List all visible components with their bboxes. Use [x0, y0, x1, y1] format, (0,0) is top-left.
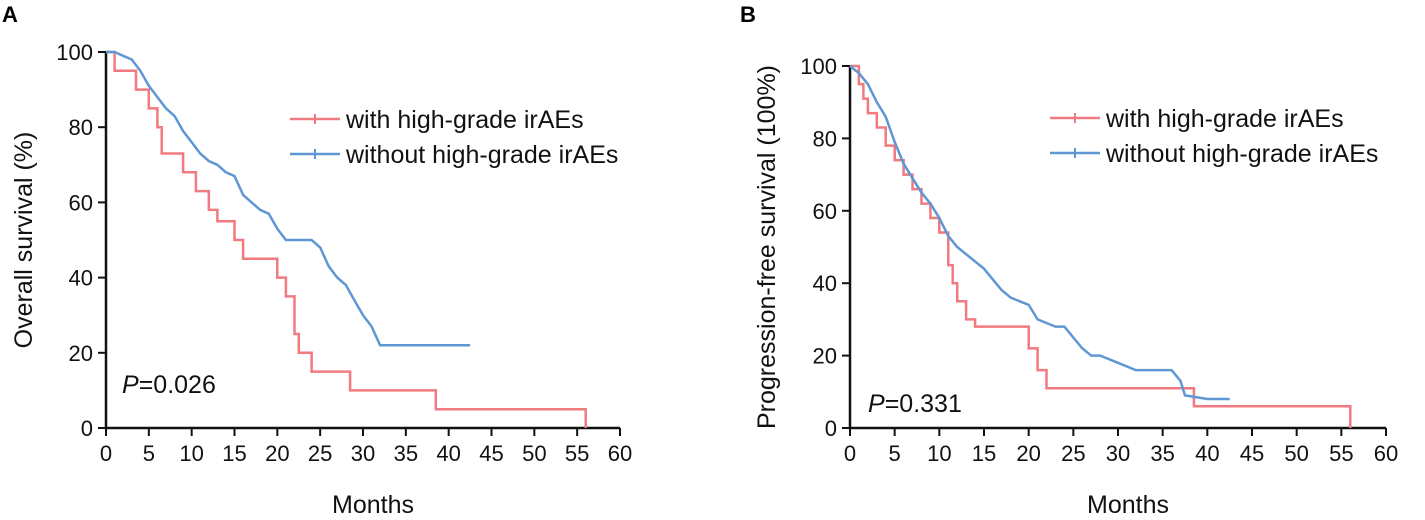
x-tick-label: 0: [844, 441, 856, 466]
p-value-annotation: P=0.026: [122, 371, 216, 399]
x-tick-label: 5: [889, 441, 901, 466]
x-tick-label: 60: [1374, 441, 1398, 466]
y-axis-title: Overall survival (%): [10, 132, 38, 349]
y-tick-label: 60: [813, 199, 837, 224]
legend-label: without high-grade irAEs: [1105, 140, 1378, 168]
chart-overall-survival: 0 5 10 15 20 25 30 35 40 45 50 55 60 0 20 40 60 80 100 Mont…: [10, 40, 632, 519]
x-tick-label: 25: [1061, 441, 1085, 466]
y-tick-label: 0: [81, 416, 93, 441]
y-tick-label: 40: [69, 266, 93, 291]
y-tick-label: 40: [813, 271, 837, 296]
y-tick-label: 80: [69, 115, 93, 140]
series-line-without-irae: [106, 50, 471, 347]
x-tick-label: 15: [222, 441, 246, 466]
x-tick-label: 45: [479, 441, 503, 466]
x-tick-label: 40: [436, 441, 460, 466]
x-tick-label: 50: [1284, 441, 1308, 466]
chart-progression-free-survival: 0 5 10 15 20 25 30 35 40 45 50 55 60 0 20 40 60 80 100 Mont…: [753, 54, 1398, 519]
x-tick-label: 30: [1106, 441, 1130, 466]
panel-label-a: A: [2, 2, 18, 27]
x-axis-title: Months: [332, 491, 414, 519]
y-tick-label: 100: [800, 54, 837, 79]
x-tick-label: 20: [265, 441, 289, 466]
p-value-symbol: P: [122, 371, 139, 399]
y-tick-label: 100: [56, 40, 93, 65]
x-tick-label: 15: [972, 441, 996, 466]
x-tick-label: 0: [100, 441, 112, 466]
x-tick-label: 55: [1329, 441, 1353, 466]
p-value-symbol: P: [868, 390, 885, 418]
series-line-without-irae: [849, 65, 1230, 401]
x-tick-label: 30: [351, 441, 375, 466]
p-value-number: =0.331: [885, 390, 962, 418]
x-tick-label: 50: [522, 441, 546, 466]
y-tick-label: 0: [825, 416, 837, 441]
y-axis-title: Progression-free survival (100%): [753, 65, 781, 429]
x-tick-label: 55: [565, 441, 589, 466]
x-tick-label: 40: [1195, 441, 1219, 466]
x-tick-label: 10: [927, 441, 951, 466]
x-tick-label: 35: [1150, 441, 1174, 466]
y-tick-label: 20: [813, 344, 837, 369]
y-tick-label: 20: [69, 341, 93, 366]
x-tick-label: 10: [179, 441, 203, 466]
y-tick-label: 60: [69, 190, 93, 215]
x-tick-label: 45: [1240, 441, 1264, 466]
legend-label: with high-grade irAEs: [345, 106, 584, 134]
legend-label: without high-grade irAEs: [345, 141, 618, 169]
y-tick-label: 80: [813, 126, 837, 151]
x-tick-label: 20: [1016, 441, 1040, 466]
x-axis-title: Months: [1087, 491, 1169, 519]
x-tick-label: 60: [608, 441, 632, 466]
x-tick-label: 5: [143, 441, 155, 466]
x-tick-label: 25: [308, 441, 332, 466]
x-tick-label: 35: [394, 441, 418, 466]
p-value-annotation: P=0.331: [868, 390, 962, 418]
p-value-number: =0.026: [139, 371, 216, 399]
legend-label: with high-grade irAEs: [1105, 105, 1344, 133]
series-line-with-irae: [106, 50, 587, 428]
panel-label-b: B: [740, 2, 756, 27]
